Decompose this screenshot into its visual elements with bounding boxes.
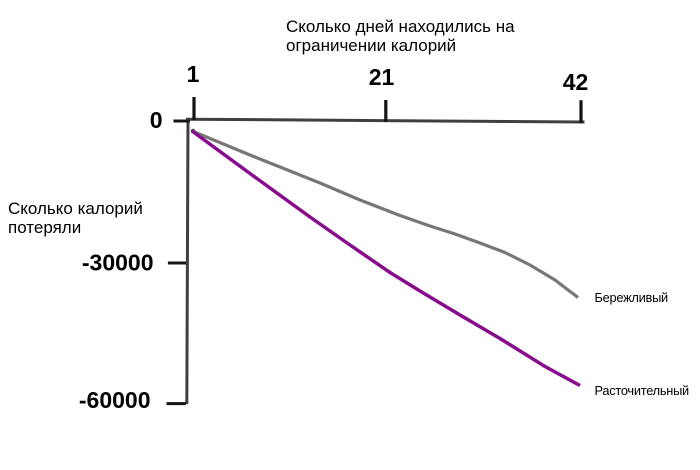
svg-text:0: 0: [150, 107, 163, 133]
svg-text:потеряли: потеряли: [8, 218, 81, 237]
svg-text:ограничении калорий: ограничении калорий: [286, 36, 456, 55]
svg-text:Сколько дней находились на: Сколько дней находились на: [286, 17, 515, 36]
svg-text:Бережливый: Бережливый: [595, 290, 669, 305]
svg-text:-30000: -30000: [82, 250, 154, 276]
svg-text:1: 1: [187, 61, 200, 87]
svg-text:Расточительный: Расточительный: [595, 383, 690, 398]
svg-text:21: 21: [369, 64, 395, 90]
svg-text:-60000: -60000: [79, 387, 151, 413]
svg-text:Сколько калорий: Сколько калорий: [8, 199, 143, 218]
svg-text:42: 42: [563, 69, 589, 95]
